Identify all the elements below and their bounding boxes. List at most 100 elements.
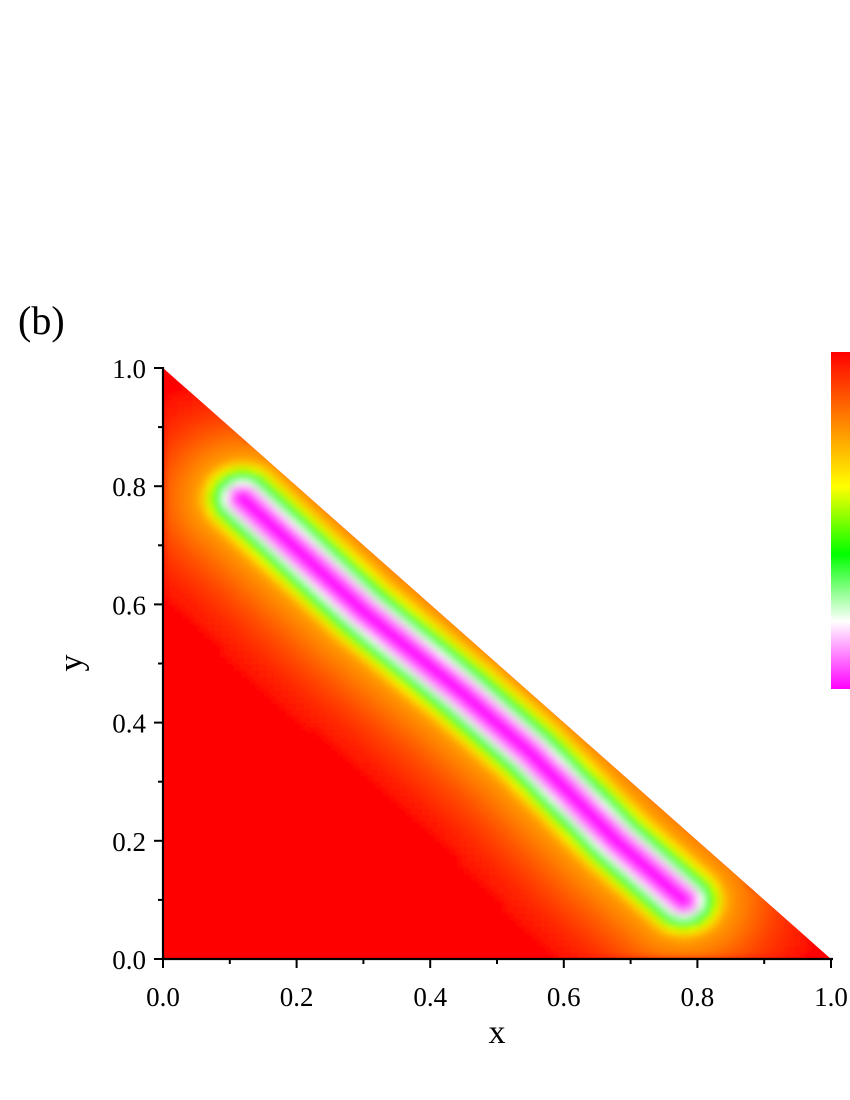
heatmap-cell [370, 564, 379, 573]
heatmap-cell [355, 695, 364, 704]
heatmap-cell [370, 630, 379, 638]
heatmap-cell [444, 669, 453, 678]
heatmap-cell [474, 794, 483, 802]
heatmap-cell [756, 912, 765, 921]
heatmap-cell [422, 689, 431, 697]
heatmap-cell [518, 912, 528, 921]
heatmap-cell [236, 577, 246, 586]
heatmap-cell [392, 623, 402, 632]
heatmap-cell [667, 807, 676, 816]
heatmap-cell [288, 498, 298, 507]
heatmap-cell [251, 544, 260, 553]
heatmap-cell [541, 886, 550, 894]
heatmap-cell [533, 702, 543, 710]
heatmap-cell [719, 951, 728, 959]
heatmap-cell [340, 525, 350, 533]
heatmap-cell [273, 492, 283, 500]
heatmap-cell [533, 794, 543, 802]
heatmap-cell [451, 689, 461, 697]
heatmap-cell [451, 649, 461, 658]
heatmap-cell [496, 814, 505, 822]
heatmap-cell [548, 774, 557, 783]
heatmap-cell [526, 800, 535, 809]
heatmap-cell [177, 426, 186, 435]
heatmap-cell [667, 925, 676, 934]
heatmap-cell [199, 492, 209, 500]
heatmap-cell [466, 695, 476, 704]
heatmap-cell [622, 905, 632, 914]
heatmap-cell [207, 564, 216, 573]
heatmap-cell [689, 951, 698, 959]
heatmap-cell [607, 879, 617, 888]
heatmap-cell [169, 446, 179, 454]
heatmap-cell [518, 873, 528, 881]
heatmap-cell [637, 951, 646, 959]
heatmap-cell [221, 551, 231, 559]
heatmap-cell [481, 774, 491, 783]
heatmap-cell [229, 433, 238, 441]
heatmap-cell [199, 413, 209, 422]
heatmap-cell [563, 807, 572, 816]
heatmap-cell [296, 511, 305, 520]
heatmap-cell [503, 768, 513, 776]
heatmap-cell [533, 886, 543, 894]
heatmap-cell [741, 938, 750, 947]
heatmap-cell [303, 511, 312, 520]
x-tick-label: 1.0 [814, 982, 848, 1012]
heatmap-cell [429, 689, 439, 697]
heatmap-cell [541, 708, 550, 717]
heatmap-cell [570, 925, 580, 934]
heatmap-cell [370, 544, 379, 553]
heatmap-cell [674, 827, 684, 835]
heatmap-cell [177, 393, 186, 402]
heatmap-cell [355, 689, 364, 697]
heatmap-cell [251, 531, 260, 540]
heatmap-cell [244, 623, 253, 632]
heatmap-cell [793, 932, 802, 940]
heatmap-cell [444, 610, 453, 619]
heatmap-cell [355, 656, 364, 664]
heatmap-cell [221, 597, 231, 605]
heatmap-cell [244, 617, 253, 625]
heatmap-cell [474, 735, 483, 743]
heatmap-cell [273, 597, 283, 605]
heatmap-cell [592, 820, 602, 829]
heatmap-cell [570, 741, 580, 750]
heatmap-cell [570, 846, 580, 855]
heatmap-cell [719, 912, 728, 921]
heatmap-cell [244, 452, 253, 461]
heatmap-cell [570, 912, 580, 921]
heatmap-cell [734, 892, 743, 901]
heatmap-cell [451, 630, 461, 638]
heatmap-cell [437, 702, 446, 710]
heatmap-cell [214, 479, 223, 487]
heatmap-cell [555, 905, 565, 914]
heatmap-cell [674, 846, 684, 855]
heatmap-cell [526, 794, 535, 802]
heatmap-cell [377, 571, 387, 579]
heatmap-cell [503, 676, 513, 684]
heatmap-cell [756, 919, 765, 927]
heatmap-cell [563, 781, 572, 789]
heatmap-cell [407, 663, 416, 671]
heatmap-cell [362, 669, 372, 678]
heatmap-cell [592, 919, 602, 927]
heatmap-cell [214, 406, 223, 415]
heatmap-cell [503, 873, 513, 881]
heatmap-cell [325, 584, 335, 592]
heatmap-cell [407, 695, 416, 704]
heatmap-cell [258, 492, 268, 500]
heatmap-cell [451, 669, 461, 678]
heatmap-cell [236, 544, 246, 553]
heatmap-cell [437, 774, 446, 783]
heatmap-cell [429, 643, 439, 651]
heatmap-cell [578, 787, 587, 796]
heatmap-cell [459, 794, 468, 802]
heatmap-cell [555, 840, 565, 848]
heatmap-cell [258, 590, 268, 599]
heatmap-cell [555, 728, 565, 737]
heatmap-cell [429, 649, 439, 658]
heatmap-cell [273, 459, 283, 467]
heatmap-cell [392, 643, 402, 651]
